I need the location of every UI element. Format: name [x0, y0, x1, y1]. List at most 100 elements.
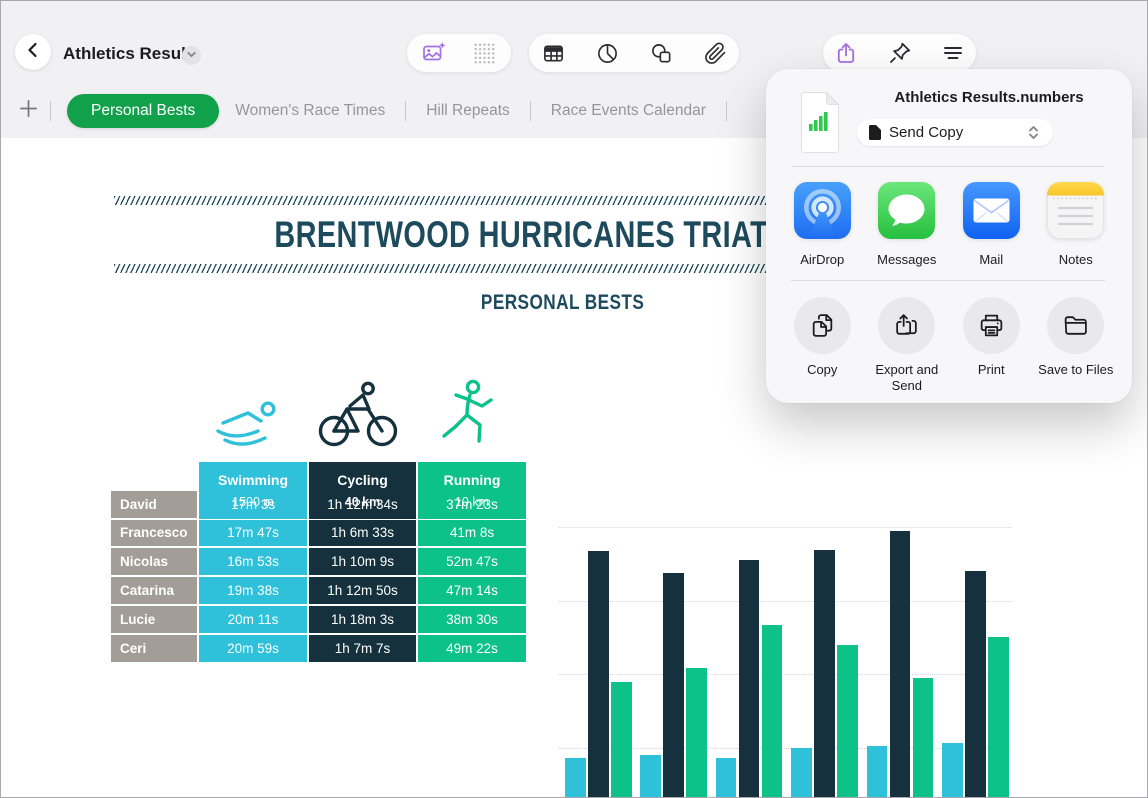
decorative-hatch-top [114, 196, 1011, 205]
paperclip-button[interactable] [703, 41, 727, 65]
time-cell[interactable]: 17m 3s [199, 490, 307, 518]
chart-gridline [559, 600, 1011, 602]
time-cell[interactable]: 20m 11s [199, 605, 307, 633]
bar-swimming-francesco[interactable] [640, 754, 661, 797]
table-button[interactable] [541, 41, 565, 65]
bar-running-francesco[interactable] [686, 668, 707, 797]
time-cell[interactable]: 17m 47s [199, 519, 307, 547]
sheet-title: BRENTWOOD HURRICANES TRIATHLON [273, 214, 852, 255]
share-app-notes[interactable]: Notes [1034, 182, 1119, 267]
share-action-print[interactable]: Print [949, 297, 1034, 394]
document-title-menu-button[interactable] [182, 46, 201, 65]
sheet-tab-hill-repeats[interactable]: Hill Repeats [426, 102, 510, 119]
personal-bests-chart[interactable] [559, 521, 1011, 797]
media-toolbar-group [407, 34, 511, 72]
bar-running-catarina[interactable] [837, 645, 858, 797]
chevron-down-icon [186, 47, 197, 65]
action-circle [1047, 297, 1105, 354]
action-circle [793, 297, 851, 354]
tab-divider [50, 101, 51, 121]
share-app-messages[interactable]: Messages [865, 182, 950, 267]
sheet-tab-women-s-race-times[interactable]: Women's Race Times [235, 102, 386, 119]
column-distance: 1500 m [232, 495, 274, 509]
bar-cycling-catarina[interactable] [814, 550, 835, 797]
media-sparkle-button[interactable] [422, 41, 446, 65]
time-cell[interactable]: 1h 6m 33s [309, 519, 416, 547]
time-cell[interactable]: 38m 30s [418, 605, 526, 633]
athlete-name-cell[interactable]: Lucie [111, 605, 197, 633]
time-cell[interactable]: 41m 8s [418, 519, 526, 547]
notes-icon [1047, 182, 1105, 244]
back-button[interactable] [15, 34, 51, 70]
tab-divider [529, 101, 531, 121]
bar-swimming-nicolas[interactable] [715, 758, 737, 797]
popover-divider-2 [791, 280, 1105, 281]
export-send-icon [893, 312, 920, 339]
bar-running-nicolas[interactable] [761, 624, 783, 797]
bar-cycling-francesco[interactable] [663, 573, 684, 797]
runner-icon [437, 378, 497, 457]
time-cell[interactable]: 20m 59s [199, 634, 307, 662]
shapes-icon [650, 42, 673, 65]
bar-running-david[interactable] [611, 681, 632, 797]
shapes-button[interactable] [649, 41, 673, 65]
bar-swimming-lucie[interactable] [866, 745, 888, 797]
share-app-airdrop[interactable]: AirDrop [780, 182, 865, 267]
time-cell[interactable]: 1h 12m 50s [309, 577, 416, 604]
time-cell[interactable]: 1h 7m 7s [309, 634, 416, 662]
bar-cycling-david[interactable] [588, 551, 609, 797]
pie-chart-button[interactable] [595, 41, 619, 65]
time-cell[interactable]: 1h 18m 3s [309, 605, 416, 633]
send-mode-selector[interactable]: Send Copy [857, 119, 1053, 146]
document-glyph-icon [869, 125, 881, 140]
athlete-name-cell[interactable]: Francesco [111, 519, 197, 547]
time-cell[interactable]: 37m 23s [418, 490, 526, 518]
bar-cycling-nicolas[interactable] [738, 560, 760, 797]
insert-toolbar-group [529, 34, 739, 72]
column-distance: 40 km [344, 495, 381, 509]
time-cell[interactable]: 47m 14s [418, 577, 526, 604]
personal-bests-table[interactable]: Swimming 1500 m Cycling 40 km Running 10 km Da… [111, 462, 526, 662]
dots-grid-button[interactable] [472, 41, 496, 65]
share-action-label: Save to Files [1038, 362, 1114, 377]
add-sheet-button[interactable] [16, 99, 40, 123]
chart-gridline [559, 527, 1011, 528]
bar-running-lucie[interactable] [912, 677, 934, 797]
action-circle [962, 297, 1020, 354]
bar-swimming-david[interactable] [565, 757, 586, 797]
bar-swimming-catarina[interactable] [791, 748, 812, 797]
time-cell[interactable]: 1h 10m 9s [309, 548, 416, 576]
athlete-name-cell[interactable]: Catarina [111, 577, 197, 604]
sheet-tab-race-events-calendar[interactable]: Race Events Calendar [550, 102, 706, 119]
time-cell[interactable]: 16m 53s [199, 548, 307, 576]
share-button[interactable] [834, 41, 858, 65]
athlete-name-cell[interactable]: Ceri [111, 634, 197, 662]
athlete-name-cell[interactable]: David [111, 490, 197, 518]
share-app-mail[interactable]: Mail [949, 182, 1034, 267]
time-cell[interactable]: 49m 22s [418, 634, 526, 662]
sheet-subtitle: PERSONAL BESTS [480, 291, 645, 314]
share-icon [834, 41, 858, 65]
chart-gridline [559, 747, 1011, 749]
bar-running-ceri[interactable] [988, 637, 1009, 797]
time-cell[interactable]: 19m 38s [199, 577, 307, 604]
share-action-copy[interactable]: Copy [780, 297, 865, 394]
tab-divider [405, 101, 407, 121]
format-brush-icon [888, 41, 912, 65]
sheet-tab-personal-bests[interactable]: Personal Bests [67, 94, 220, 128]
paperclip-icon [704, 42, 727, 65]
share-action-save-to-files[interactable]: Save to Files [1034, 297, 1119, 394]
share-actions-row: Copy Export and Send Print Save to Files [766, 297, 1132, 394]
bar-cycling-lucie[interactable] [889, 530, 911, 797]
action-circle [878, 297, 936, 354]
format-brush-button[interactable] [888, 41, 912, 65]
more-lines-button[interactable] [941, 41, 965, 65]
bar-cycling-ceri[interactable] [965, 571, 986, 797]
time-cell[interactable]: 1h 12m 34s [309, 490, 416, 518]
column-label: Swimming [217, 472, 288, 488]
time-cell[interactable]: 52m 47s [418, 548, 526, 576]
athlete-name-cell[interactable]: Nicolas [111, 548, 197, 576]
share-action-export-and-send[interactable]: Export and Send [865, 297, 950, 394]
bar-swimming-ceri[interactable] [942, 743, 963, 797]
share-app-label: Mail [979, 252, 1004, 267]
